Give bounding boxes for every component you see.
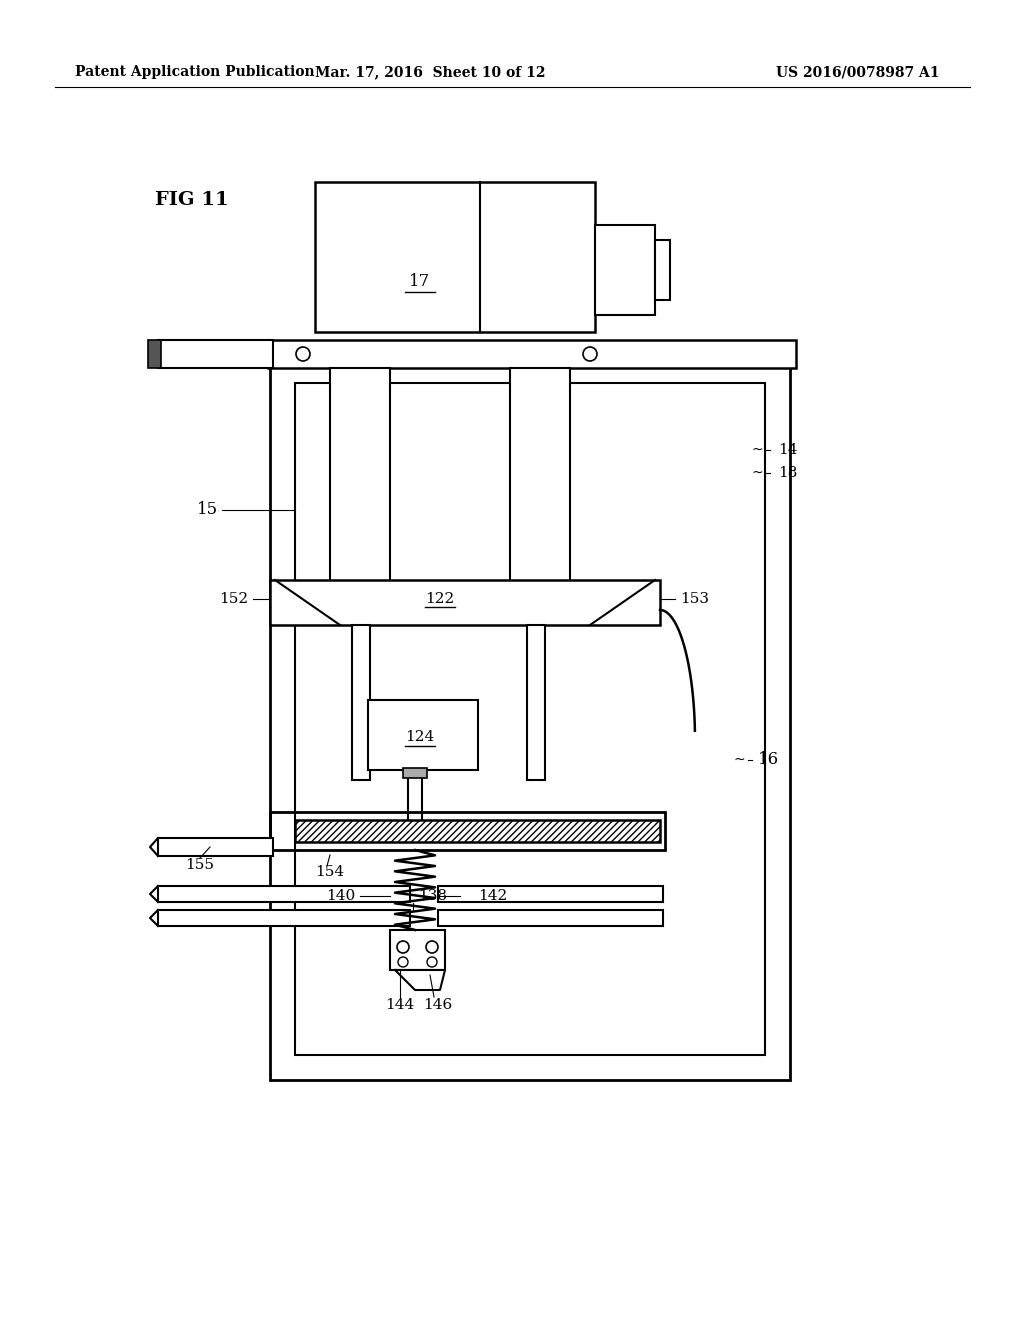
Text: 142: 142 <box>478 888 507 903</box>
Circle shape <box>426 941 438 953</box>
Bar <box>158 341 273 368</box>
Bar <box>438 886 663 902</box>
Polygon shape <box>395 970 445 990</box>
Bar <box>270 579 660 624</box>
Bar <box>595 224 655 315</box>
Text: Patent Application Publication: Patent Application Publication <box>75 65 314 79</box>
Text: 17: 17 <box>410 273 431 290</box>
Bar <box>158 886 410 902</box>
Bar <box>158 909 410 927</box>
Bar <box>148 341 161 368</box>
Bar <box>270 812 665 850</box>
Text: 16: 16 <box>758 751 779 768</box>
Bar <box>158 838 273 855</box>
Bar <box>403 768 427 777</box>
Bar <box>527 624 545 780</box>
Text: US 2016/0078987 A1: US 2016/0078987 A1 <box>776 65 940 79</box>
Bar <box>368 700 478 770</box>
Bar <box>655 240 670 300</box>
Text: 15: 15 <box>197 502 218 519</box>
Text: 124: 124 <box>406 730 434 744</box>
Text: Mar. 17, 2016  Sheet 10 of 12: Mar. 17, 2016 Sheet 10 of 12 <box>314 65 545 79</box>
Bar <box>408 770 422 825</box>
Text: FIG 11: FIG 11 <box>155 191 228 209</box>
Circle shape <box>296 347 310 360</box>
Circle shape <box>427 957 437 968</box>
Text: 155: 155 <box>185 858 214 873</box>
Bar <box>390 931 445 970</box>
Bar <box>438 909 663 927</box>
Text: 138: 138 <box>418 888 447 903</box>
Bar <box>330 368 390 587</box>
Bar <box>268 341 796 368</box>
Bar <box>270 360 790 1080</box>
Text: 154: 154 <box>315 865 344 879</box>
Text: ~: ~ <box>733 752 745 767</box>
Circle shape <box>397 941 409 953</box>
Text: ~: ~ <box>752 444 763 457</box>
Bar <box>352 624 370 780</box>
Circle shape <box>583 347 597 360</box>
Text: 122: 122 <box>425 591 455 606</box>
Bar <box>295 820 660 842</box>
Text: 140: 140 <box>326 888 355 903</box>
Text: 144: 144 <box>385 998 415 1012</box>
Text: 14: 14 <box>778 444 798 457</box>
Text: 146: 146 <box>423 998 453 1012</box>
Text: ~: ~ <box>752 466 763 480</box>
Circle shape <box>398 957 408 968</box>
Bar <box>295 383 765 1055</box>
Text: 153: 153 <box>680 591 709 606</box>
Text: 152: 152 <box>219 591 248 606</box>
Bar <box>510 368 570 587</box>
Bar <box>315 182 595 333</box>
Text: 18: 18 <box>778 466 798 480</box>
